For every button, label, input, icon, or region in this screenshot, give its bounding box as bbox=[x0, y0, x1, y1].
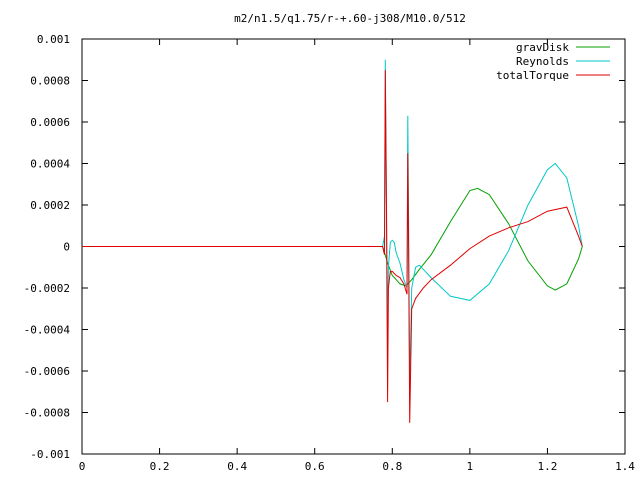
legend-label-gravDisk: gravDisk bbox=[516, 41, 569, 54]
legend-label-Reynolds: Reynolds bbox=[516, 55, 569, 68]
y-tick-label: -0.0004 bbox=[24, 324, 71, 337]
y-tick-label: 0.0008 bbox=[30, 75, 70, 88]
axis-ticks: 0 0.2 0.4 0.6 0.8 1 1.2 1.4 0.001 0.0008 0.0006 0.0… bbox=[24, 33, 636, 473]
x-tick-label: 1.2 bbox=[537, 460, 557, 473]
y-tick-label: -0.001 bbox=[30, 448, 70, 461]
y-tick-label: -0.0002 bbox=[24, 282, 70, 295]
y-tick-label: -0.0008 bbox=[24, 407, 70, 420]
legend-label-totalTorque: totalTorque bbox=[496, 69, 569, 82]
x-tick-label: 0 bbox=[79, 460, 86, 473]
chart-title: m2/n1.5/q1.75/r-+.60-j308/M10.0/512 bbox=[234, 12, 466, 25]
y-tick-label: 0 bbox=[63, 241, 70, 254]
x-tick-label: 0.4 bbox=[227, 460, 247, 473]
y-tick-label: 0.0002 bbox=[30, 199, 70, 212]
y-tick-label: 0.001 bbox=[37, 33, 70, 46]
x-tick-label: 1.4 bbox=[615, 460, 635, 473]
y-tick-label: -0.0006 bbox=[24, 365, 70, 378]
y-tick-label: 0.0006 bbox=[30, 116, 70, 129]
series-line-totalTorque bbox=[82, 70, 583, 423]
y-tick-label: 0.0004 bbox=[30, 158, 70, 171]
x-tick-label: 0.8 bbox=[382, 460, 402, 473]
series-layer bbox=[82, 59, 583, 423]
x-tick-label: 1 bbox=[467, 460, 474, 473]
x-tick-label: 0.6 bbox=[305, 460, 325, 473]
series-line-gravDisk bbox=[82, 187, 583, 291]
x-tick-label: 0.2 bbox=[150, 460, 170, 473]
series-line-Reynolds bbox=[82, 59, 583, 388]
